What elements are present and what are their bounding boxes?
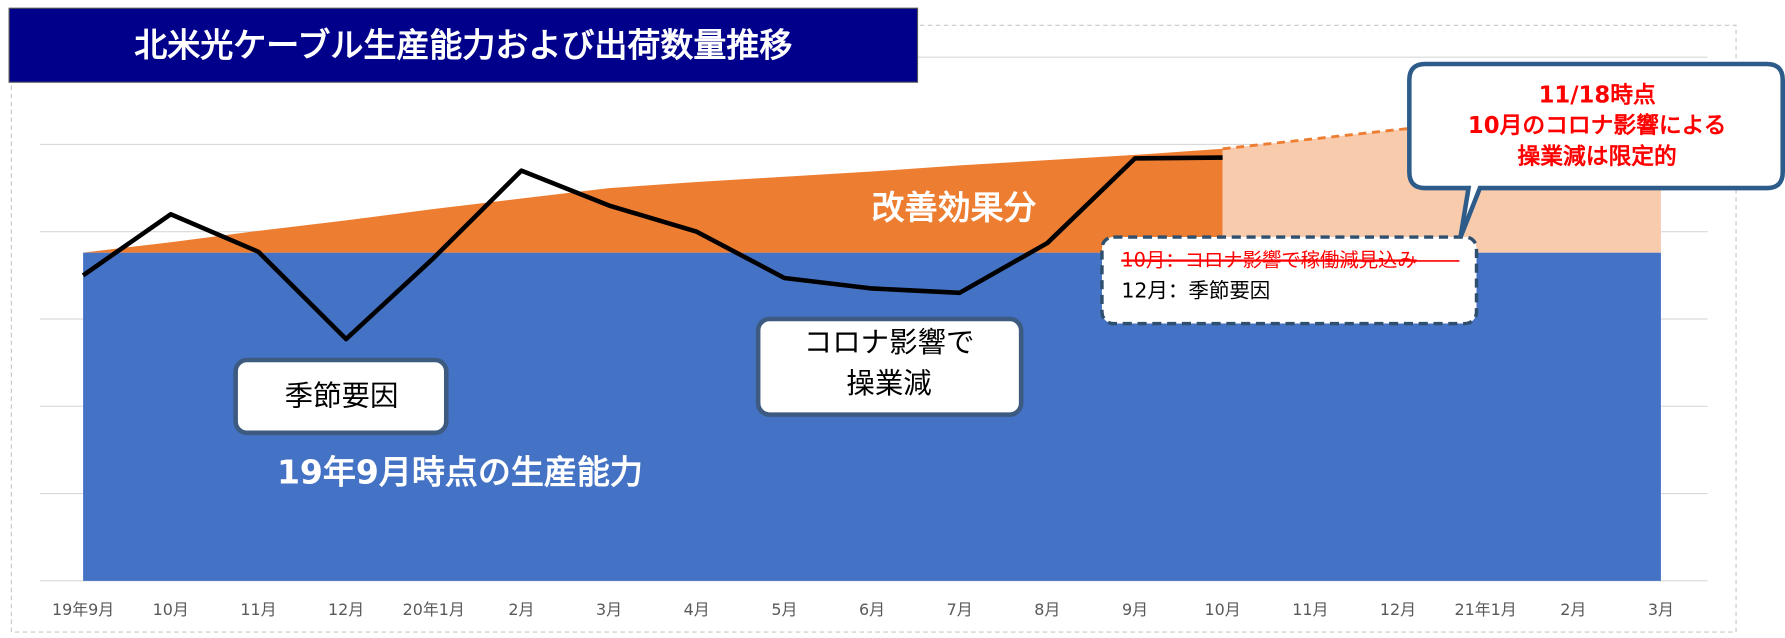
callout-text: 10月のコロナ影響による (1468, 112, 1726, 139)
callout-box (755, 316, 1024, 417)
callout-box (233, 357, 449, 436)
note-text: 12月：季節要因 (1121, 279, 1270, 303)
x-tick-label: 12月 (328, 600, 364, 619)
title-box (8, 7, 919, 83)
callout-bubble (1407, 61, 1785, 238)
x-tick-label: 21年1月 (1454, 600, 1516, 619)
callout-text: 操業減は限定的 (1518, 143, 1677, 170)
x-tick-label: 11月 (1292, 600, 1328, 619)
chart-title: 北米光ケーブル生産能力および出荷数量推移 (134, 25, 792, 64)
x-tick-label: 3月 (596, 600, 622, 619)
x-tick-label: 2月 (1560, 600, 1586, 619)
callout-text: 11/18時点 (1539, 82, 1656, 108)
x-tick-label: 20年1月 (403, 600, 465, 619)
callout-text: 季節要因 (285, 380, 399, 413)
x-tick-label: 9月 (1122, 600, 1148, 619)
x-tick-label: 10月 (1205, 600, 1241, 619)
x-tick-label: 10月 (153, 600, 189, 619)
callout-text: コロナ影響で (804, 326, 975, 359)
x-tick-label: 4月 (684, 600, 710, 619)
x-tick-label: 19年9月 (52, 600, 114, 619)
callout-text: 操業減 (846, 367, 931, 400)
note-text: 10月：コロナ影響で稼働減見込み (1121, 248, 1416, 271)
x-tick-label: 8月 (1034, 600, 1060, 619)
x-tick-label: 11月 (240, 600, 276, 619)
improvement-label: 改善効果分 (871, 188, 1036, 227)
note-box (1100, 235, 1479, 326)
area (83, 148, 1223, 253)
x-tick-label: 5月 (771, 600, 797, 619)
x-tick-label: 6月 (859, 600, 885, 619)
x-tick-label: 7月 (947, 600, 973, 619)
x-tick-label: 12月 (1380, 600, 1416, 619)
x-tick-label: 2月 (508, 600, 534, 619)
capacity-label: 19年9月時点の生産能力 (277, 452, 643, 491)
x-tick-label: 3月 (1648, 600, 1674, 619)
line (81, 155, 1223, 342)
